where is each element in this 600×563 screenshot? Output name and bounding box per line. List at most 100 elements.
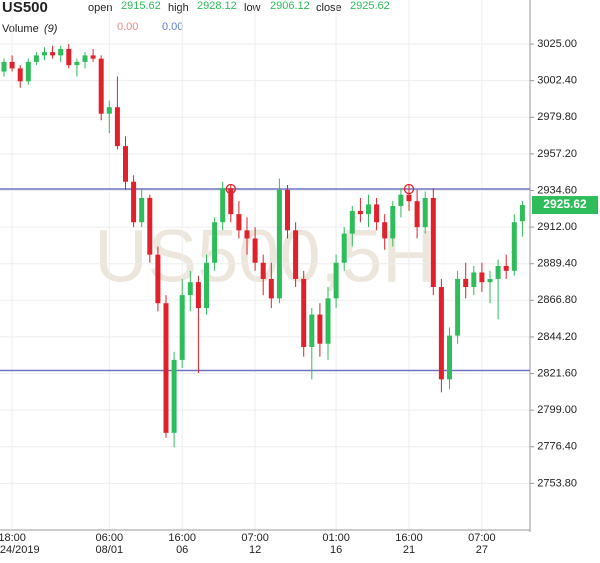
candle-body [430,197,436,288]
candle-body [382,222,388,239]
candle-body [114,107,120,147]
candle-body [398,194,404,207]
y-tick-label: 2753.80 [537,477,577,489]
x-tick-date: 27 [476,544,488,556]
y-tick-label: 2844.20 [537,331,577,343]
high-value: 2928.12 [197,0,237,12]
candle-body [74,61,80,66]
candle-body [422,197,428,228]
candle-body [147,197,153,255]
candle-body [341,233,347,263]
candle-body [139,197,145,223]
x-tick-date: 12 [249,544,261,556]
low-label: low [244,2,261,14]
x-tick-time: 07:00 [241,532,269,544]
x-tick-time: 06:00 [96,532,124,544]
x-tick-date: 16 [330,544,342,556]
y-tick-label: 2776.40 [537,441,577,453]
candle-body [66,48,72,66]
candle-body [487,278,493,283]
candle-body [244,230,250,239]
x-tick-time: 01:00 [322,532,350,544]
candle-body [366,204,371,215]
volume-value: 0.00 [162,21,183,33]
y-tick-label: 2934.60 [537,184,577,196]
candle-body [268,278,274,299]
symbol: US500 [2,0,48,16]
candle-body [309,314,315,347]
touch-marker [225,183,236,195]
candle-body [455,278,461,336]
y-tick-label: 2957.20 [537,148,577,160]
touch-marker [403,183,415,195]
price-tag-label: 2925.62 [543,197,587,211]
candle-body [438,287,444,380]
candle-body [82,55,88,62]
open-value: 2915.62 [121,0,161,12]
candle-body [463,278,469,288]
candle-body [276,189,282,299]
candle-body [58,48,64,56]
candle-body [171,359,177,433]
y-tick-label: 2912.00 [537,221,577,233]
candle-body [447,335,452,380]
close-value: 2925.62 [350,0,390,12]
y-tick-label: 2979.80 [537,111,577,123]
candle-body [131,181,137,223]
x-tick-date: 07/24/2019 [0,544,40,556]
y-tick-label: 3002.40 [537,75,577,87]
candle-body [220,188,226,223]
x-tick-date: 21 [403,544,415,556]
candle-body [374,204,380,223]
candle-body [33,55,39,62]
candle-body [293,230,299,279]
x-tick-time: 16:00 [395,532,423,544]
candle-body [25,61,31,82]
candle-body [228,188,234,215]
low-value: 2906.12 [270,0,310,12]
candle-body [349,210,355,234]
x-tick-date: 08/01 [96,544,124,556]
volume-value: 0.00 [117,21,138,33]
candle-body [333,262,339,299]
candle-body [503,265,509,271]
candle-body [519,205,525,222]
candle-body [204,262,209,309]
y-tick-label: 3025.00 [537,38,577,50]
candle-body [357,210,363,215]
volume-param: (9) [44,23,58,35]
x-tick-time: 07:00 [468,532,496,544]
candle-body [1,61,7,72]
candle-body [471,272,477,288]
x-tick-time: 16:00 [168,532,196,544]
candle-body [106,107,112,114]
candle-body [50,52,56,56]
candle-body [301,278,307,347]
candle-body [390,206,396,239]
candle-body [9,61,15,69]
high-label: high [168,2,189,14]
candle-body [195,282,201,309]
volume-label: Volume [2,23,39,35]
y-tick-label: 2866.80 [537,294,577,306]
candle-body [123,146,128,182]
candle-body [155,254,161,304]
close-label: close [316,2,342,14]
candle-body [98,58,104,114]
candle-body [511,222,517,271]
price-tag [532,196,598,215]
candle-body [406,194,412,202]
open-label: open [88,2,112,14]
y-tick-label: 2889.40 [537,258,577,270]
candle-body [325,298,331,344]
candle-body [236,214,242,231]
candle-body [260,262,266,279]
x-tick-date: 06 [176,544,188,556]
candle-body [163,303,169,433]
candle-body [317,314,323,344]
candle-body [479,272,485,283]
candle-body [179,295,185,360]
candle-body [495,265,501,279]
candle-body [414,201,420,228]
